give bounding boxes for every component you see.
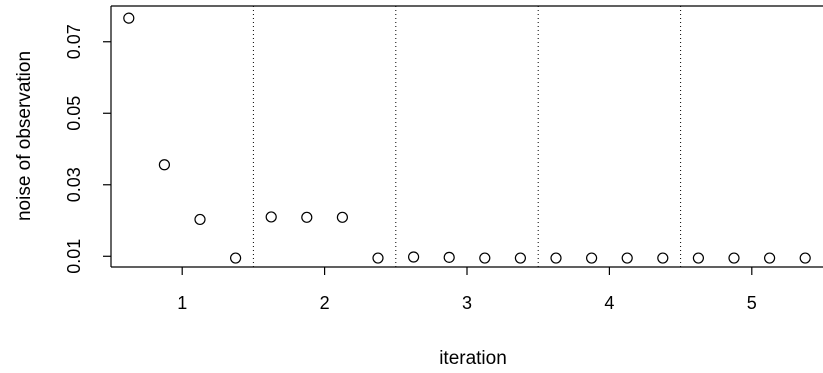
x-tick-label: 3: [462, 293, 472, 313]
plot-frame: [110, 5, 823, 268]
data-point: [728, 252, 740, 264]
data-point: [799, 252, 811, 264]
x-axis: 1 2 3 4 5: [177, 267, 757, 313]
x-axis-title: iteration: [439, 348, 507, 369]
data-point: [514, 252, 527, 264]
data-point: [194, 213, 206, 226]
x-tick-label: 4: [604, 293, 614, 313]
data-point: [301, 211, 313, 223]
data-point: [336, 211, 348, 223]
data-point: [230, 252, 242, 264]
data-point: [657, 252, 669, 264]
y-tick-label: 0.07: [64, 24, 84, 59]
data-point: [443, 251, 455, 263]
data-points: [123, 12, 811, 264]
y-tick-label: 0.03: [64, 167, 84, 202]
x-tick-label: 1: [177, 293, 187, 313]
data-point: [692, 252, 705, 264]
y-axis-title: noise of observation: [14, 51, 35, 221]
data-point: [621, 252, 633, 264]
data-point: [123, 12, 135, 24]
x-tick-label: 5: [747, 293, 757, 313]
data-point: [372, 252, 384, 264]
data-point: [265, 211, 277, 223]
data-point: [585, 252, 598, 264]
data-point: [408, 251, 420, 263]
x-tick-label: 2: [320, 293, 330, 313]
y-tick-label: 0.05: [64, 96, 84, 131]
y-axis: 0.01 0.03 0.05 0.07: [64, 24, 111, 274]
y-tick-label: 0.01: [64, 239, 84, 274]
data-point: [158, 159, 170, 171]
data-point: [479, 252, 491, 264]
data-point: [550, 252, 562, 264]
data-point: [763, 252, 776, 264]
iteration-separators: [252, 6, 682, 267]
